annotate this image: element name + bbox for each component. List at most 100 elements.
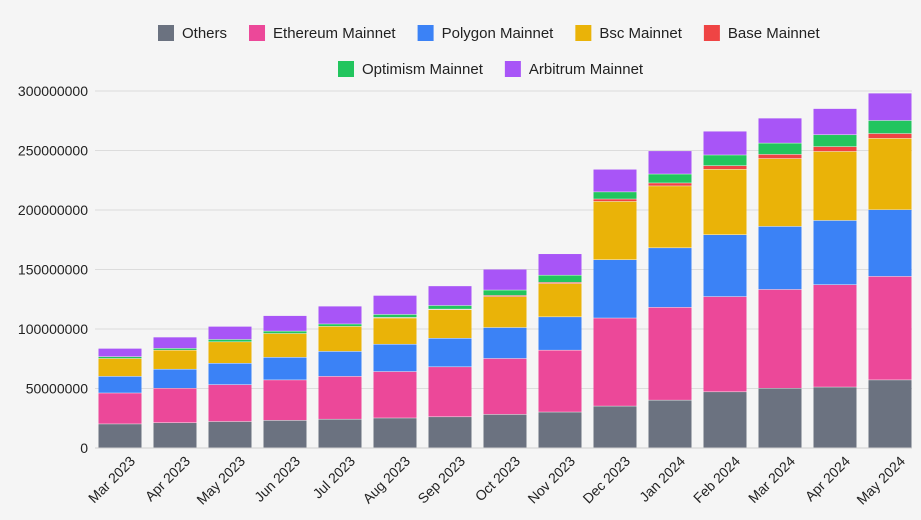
legend-label: Optimism Mainnet [362,61,484,78]
bar-segment [483,358,527,415]
legend-item[interactable]: Base Mainnet [703,25,821,42]
legend-swatch [575,25,592,41]
bar-segment [263,380,307,421]
y-tick-label: 300000000 [18,83,88,99]
bar-segment [98,356,142,359]
bar-segment [813,151,857,221]
bar-segment [648,248,692,308]
bar-segment [538,317,582,350]
bar-segment [868,133,912,139]
bar-stack [98,348,142,448]
bar-segment [98,393,142,424]
legend-swatch [504,61,521,77]
bar-segment [263,333,307,358]
y-tick-label: 200000000 [18,202,88,218]
bar-segment [868,210,912,277]
bar-segment [648,183,692,186]
bar-segment [153,369,197,388]
bar-segment [703,131,747,155]
bar-stack [318,306,362,448]
legend-label: Ethereum Mainnet [273,25,396,42]
bar-segment [813,146,857,152]
bar-segment [153,350,197,369]
x-axis-ticks: Mar 2023 Apr 2023 May 2023 Jun 2023 Jul 2023… [85,453,908,508]
bar-stack [758,118,802,448]
bar-segment [428,417,472,448]
bar-segment [813,387,857,448]
bar-segment [648,151,692,174]
bar-segment [428,309,472,339]
bar-segment [373,295,417,315]
bar-segment [153,423,197,448]
legend-label: Base Mainnet [728,25,821,42]
bar-segment [483,290,527,296]
bar-segment [703,165,747,170]
y-tick-label: 150000000 [18,262,88,278]
bar-segment [538,275,582,283]
bar-segment [483,295,527,297]
legend-item[interactable]: Optimism Mainnet [338,61,484,78]
bar-segment [648,307,692,400]
bar-segment [153,348,197,350]
legend-item[interactable]: Polygon Mainnet [417,25,555,42]
bar-segment [758,388,802,448]
bar-segment [758,154,802,159]
bar-segment [868,138,912,210]
bar-segment [318,324,362,327]
bar-segment [373,314,417,318]
legend-label: Polygon Mainnet [442,25,555,42]
bar-segment [868,276,912,380]
bar-segment [648,174,692,183]
legend-item[interactable]: Arbitrum Mainnet [504,61,644,78]
bar-segment [813,108,857,135]
x-tick-label: Dec 2023 [579,453,633,507]
bar-segment [428,367,472,417]
bar-segment [703,169,747,235]
x-tick-label: Oct 2023 [472,453,524,505]
x-tick-label: May 2023 [193,453,248,508]
x-tick-label: May 2024 [853,453,908,508]
x-tick-label: Jul 2023 [309,453,358,502]
bar-segment [758,289,802,388]
bar-segment [373,318,417,344]
bar-segment [868,93,912,121]
bar-stack [208,326,252,448]
bar-stack [703,131,747,448]
bar-stack [263,315,307,448]
bar-segment [538,412,582,448]
bar-segment [813,135,857,147]
bar-segment [593,259,637,318]
bar-segment [263,331,307,334]
bar-segment [373,344,417,372]
bar-stack [483,269,527,448]
bar-segment [538,254,582,275]
x-tick-label: Jan 2024 [636,453,688,505]
bar-segment [318,326,362,352]
bar-stacks [98,93,912,448]
bar-stack [428,286,472,448]
bar-segment [318,306,362,324]
bar-segment [483,269,527,290]
legend-item[interactable]: Others [158,25,227,42]
legend-swatch [249,25,266,41]
y-tick-label: 250000000 [18,143,88,159]
y-tick-label: 50000000 [26,381,89,397]
legend-swatch [703,25,720,41]
x-tick-label: Mar 2023 [85,453,138,506]
legend-swatch [417,25,434,41]
bar-stack [648,151,692,448]
bar-segment [483,327,527,359]
legend-item[interactable]: Ethereum Mainnet [249,25,396,42]
bar-segment [483,296,527,328]
bar-segment [428,305,472,309]
x-tick-label: Sep 2023 [414,453,468,507]
bar-segment [758,158,802,227]
bar-segment [593,201,637,260]
bar-segment [813,284,857,387]
y-tick-label: 0 [80,440,88,456]
bar-segment [98,376,142,393]
x-tick-label: Apr 2023 [142,453,194,505]
legend: Others Ethereum Mainnet Polygon Mainnet Bsc… [158,25,820,78]
bar-segment [263,357,307,380]
legend-item[interactable]: Bsc Mainnet [575,25,683,42]
